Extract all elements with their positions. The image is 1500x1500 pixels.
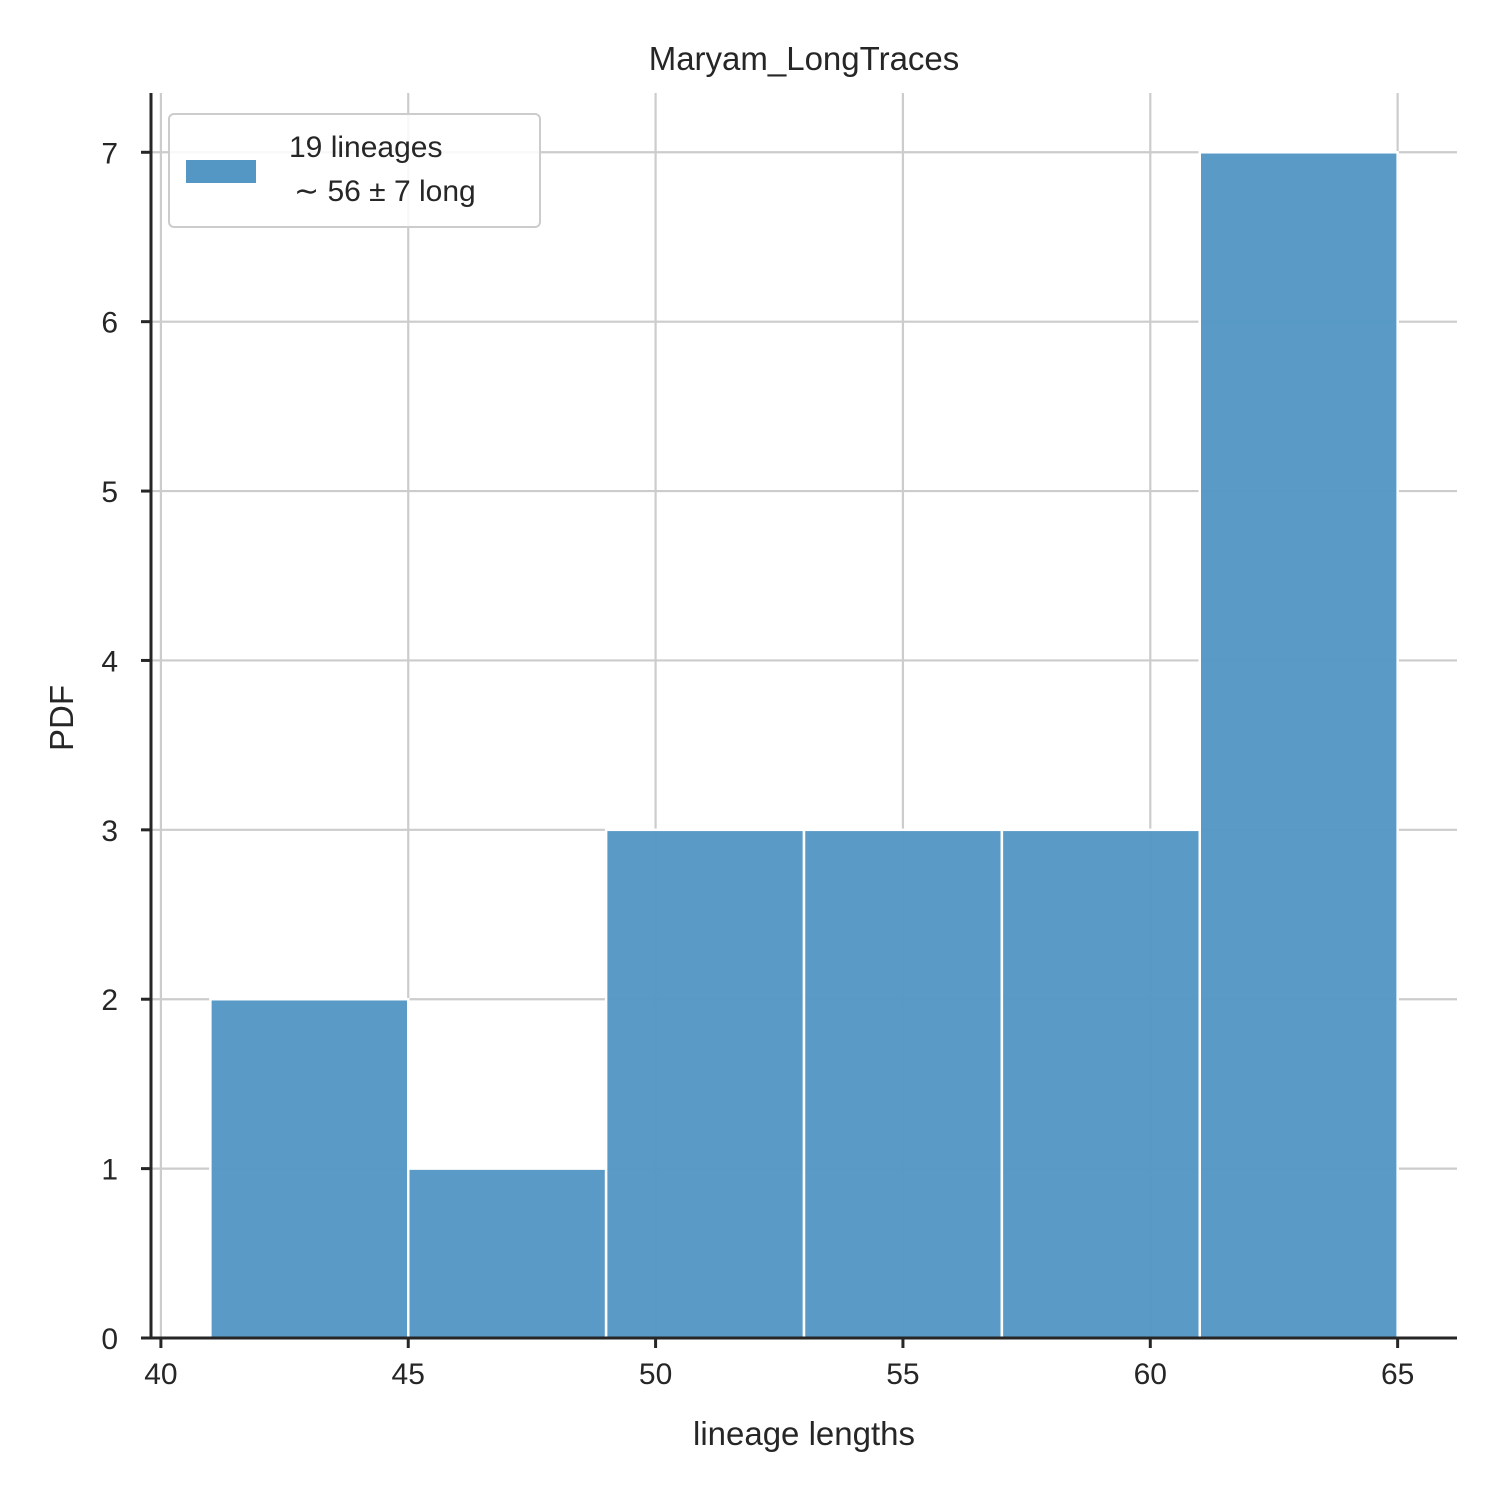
histogram-bar [1198,151,1399,1340]
histogram-bar [209,997,410,1340]
legend: 19 lineages ∼ 56 ± 7 long [168,113,541,228]
histogram-bar [604,828,806,1340]
y-tick-label: 5 [101,476,118,509]
y-axis-label: PDF [43,685,80,751]
x-tick-label: 50 [639,1358,672,1391]
legend-swatch [186,160,256,183]
y-tick-label: 1 [101,1154,118,1187]
y-tick-label: 2 [101,984,118,1017]
x-tick-label: 40 [144,1358,177,1391]
y-tick-label: 4 [101,645,118,678]
histogram-bar [802,828,1004,1340]
bar-layer [209,151,1399,1340]
y-tick-label: 6 [101,307,118,340]
legend-label-line1: 19 lineages [289,131,442,164]
x-tick-label: 60 [1134,1358,1167,1391]
y-tick-label: 3 [101,815,118,848]
histogram-bar [406,1167,608,1340]
legend-frame [168,113,541,228]
x-tick-label: 55 [886,1358,919,1391]
x-axis-label: lineage lengths [693,1415,915,1452]
y-tick-label: 0 [101,1323,118,1356]
x-tick-label: 65 [1381,1358,1414,1391]
histogram-bar [1000,828,1202,1340]
x-tick-label: 45 [392,1358,425,1391]
chart-title: Maryam_LongTraces [649,40,960,77]
y-tick-label: 7 [101,137,118,170]
legend-label-line2: ∼ 56 ± 7 long [294,175,476,208]
